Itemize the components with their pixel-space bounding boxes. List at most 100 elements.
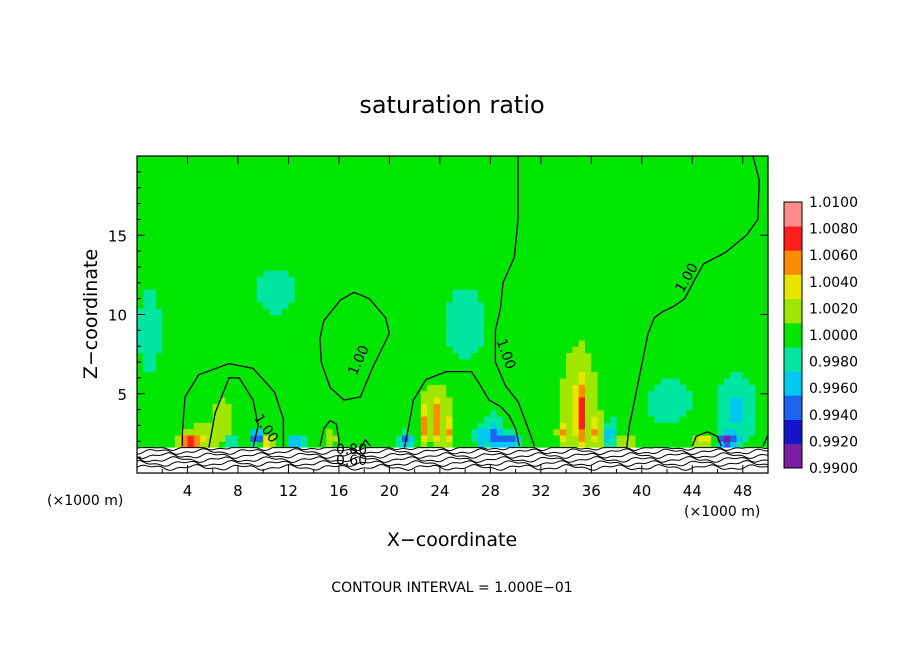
heatmap-cell — [534, 377, 542, 385]
heatmap-cell — [269, 200, 277, 208]
heatmap-cell — [723, 270, 731, 278]
heatmap-cell — [193, 441, 201, 449]
heatmap-cell — [667, 441, 674, 449]
heatmap-cell — [174, 213, 182, 220]
heatmap-cell — [603, 434, 611, 442]
heatmap-cell — [181, 156, 189, 163]
heatmap-cell — [244, 219, 252, 227]
heatmap-cell — [376, 181, 384, 189]
heatmap-cell — [704, 352, 712, 360]
heatmap-cell — [761, 213, 769, 220]
heatmap-cell — [610, 441, 618, 449]
heatmap-cell — [338, 390, 346, 398]
heatmap-cell — [597, 257, 605, 265]
heatmap-cell — [181, 181, 189, 189]
heatmap-cell — [509, 232, 517, 240]
heatmap-cell — [427, 320, 435, 328]
heatmap-cell — [521, 257, 529, 265]
heatmap-cell — [528, 289, 536, 297]
heatmap-cell — [515, 327, 523, 335]
heatmap-cell — [641, 206, 649, 214]
heatmap-cell — [200, 238, 208, 246]
heatmap-cell — [187, 434, 195, 442]
heatmap-cell — [761, 181, 769, 189]
heatmap-cell — [155, 219, 163, 227]
heatmap-cell — [149, 232, 157, 240]
heatmap-cell — [629, 289, 637, 297]
heatmap-cell — [490, 422, 498, 430]
heatmap-cell — [181, 270, 189, 278]
heatmap-cell — [484, 384, 491, 392]
heatmap-cell — [256, 339, 264, 347]
heatmap-cell — [332, 187, 340, 195]
heatmap-cell — [408, 194, 416, 201]
heatmap-cell — [137, 238, 144, 246]
heatmap-cell — [168, 187, 176, 195]
heatmap-cell — [420, 441, 428, 449]
heatmap-cell — [717, 175, 725, 182]
heatmap-cell — [332, 377, 340, 385]
heatmap-cell — [338, 327, 346, 335]
heatmap-cell — [187, 175, 195, 182]
heatmap-cell — [433, 175, 441, 182]
heatmap-cell — [357, 257, 365, 265]
heatmap-cell — [250, 156, 258, 163]
heatmap-cell — [427, 434, 435, 442]
heatmap-cell — [559, 175, 567, 182]
heatmap-cell — [465, 396, 473, 404]
heatmap-cell — [761, 282, 769, 290]
heatmap-cell — [458, 314, 466, 322]
heatmap-cell — [181, 384, 189, 392]
heatmap-cell — [263, 200, 271, 208]
heatmap-cell — [755, 365, 763, 373]
heatmap-cell — [408, 289, 416, 297]
heatmap-cell — [654, 320, 662, 328]
heatmap-cell — [439, 314, 447, 322]
heatmap-cell — [509, 282, 517, 290]
heatmap-cell — [446, 327, 454, 335]
heatmap-cell — [319, 434, 327, 442]
heatmap-cell — [319, 289, 327, 297]
heatmap-cell — [168, 346, 176, 354]
heatmap-cell — [174, 377, 182, 385]
heatmap-cell — [212, 396, 220, 404]
heatmap-cell — [458, 384, 466, 392]
heatmap-cell — [237, 365, 245, 373]
heatmap-cell — [174, 225, 182, 233]
heatmap-cell — [622, 352, 630, 360]
heatmap-cell — [471, 377, 479, 385]
heatmap-cell — [275, 187, 283, 195]
heatmap-cell — [452, 403, 460, 411]
heatmap-cell — [244, 308, 252, 316]
heatmap-cell — [244, 339, 252, 347]
heatmap-cell — [660, 333, 668, 341]
heatmap-cell — [395, 263, 403, 271]
heatmap-cell — [736, 346, 744, 354]
heatmap-cell — [187, 301, 195, 309]
heatmap-cell — [502, 232, 510, 240]
heatmap-cell — [629, 270, 637, 278]
heatmap-cell — [420, 200, 428, 208]
heatmap-cell — [301, 263, 308, 271]
heatmap-cell — [629, 156, 637, 163]
heatmap-cell — [370, 346, 378, 354]
heatmap-cell — [578, 434, 586, 442]
heatmap-cell — [370, 181, 378, 189]
heatmap-cell — [484, 206, 491, 214]
heatmap-cell — [692, 358, 700, 366]
heatmap-cell — [534, 181, 542, 189]
heatmap-cell — [269, 308, 277, 316]
heatmap-cell — [622, 295, 630, 303]
heatmap-cell — [256, 346, 264, 354]
heatmap-cell — [193, 365, 201, 373]
heatmap-cell — [761, 333, 769, 341]
heatmap-cell — [622, 308, 630, 316]
heatmap-cell — [534, 352, 542, 360]
heatmap-cell — [345, 244, 353, 252]
heatmap-cell — [263, 238, 271, 246]
heatmap-cell — [641, 422, 649, 430]
heatmap-cell — [679, 194, 687, 201]
heatmap-cell — [540, 365, 548, 373]
heatmap-cell — [540, 156, 548, 163]
heatmap-cell — [660, 270, 668, 278]
